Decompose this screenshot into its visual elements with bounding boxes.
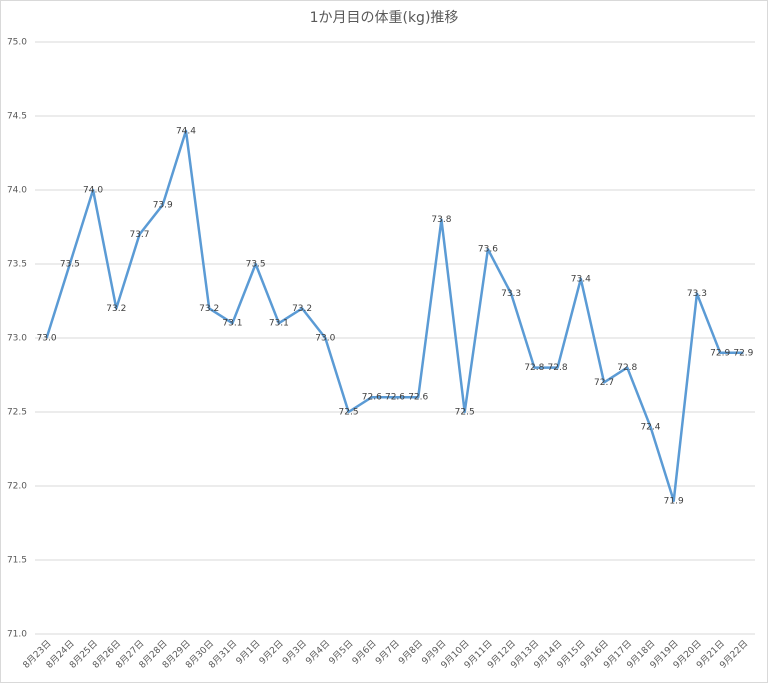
data-label: 73.1 xyxy=(222,319,242,329)
data-label: 74.4 xyxy=(176,126,196,136)
data-label: 73.4 xyxy=(571,274,591,284)
data-label: 72.6 xyxy=(408,393,428,403)
data-label: 73.3 xyxy=(501,289,521,299)
y-tick-label: 73.5 xyxy=(7,260,27,270)
data-label: 73.5 xyxy=(60,260,80,270)
data-label: 73.3 xyxy=(687,289,707,299)
y-tick-label: 75.0 xyxy=(7,38,27,48)
data-label: 71.9 xyxy=(664,496,684,506)
y-tick-label: 73.0 xyxy=(7,334,27,344)
data-label: 72.9 xyxy=(733,348,753,358)
data-label: 72.8 xyxy=(524,363,544,373)
y-tick-label: 71.0 xyxy=(7,630,27,640)
y-tick-label: 72.5 xyxy=(7,408,27,418)
data-label: 73.0 xyxy=(37,334,57,344)
data-label: 73.1 xyxy=(269,319,289,329)
data-label: 73.8 xyxy=(431,215,451,225)
data-label: 72.8 xyxy=(617,363,637,373)
data-label: 73.2 xyxy=(106,304,126,314)
data-label: 72.9 xyxy=(710,348,730,358)
y-tick-label: 72.0 xyxy=(7,482,27,492)
data-label: 73.0 xyxy=(315,334,335,344)
data-label: 73.6 xyxy=(478,245,498,255)
data-label: 72.7 xyxy=(594,378,614,388)
data-label: 73.9 xyxy=(153,200,173,210)
data-label: 72.6 xyxy=(362,393,382,403)
data-label: 72.5 xyxy=(455,408,475,418)
data-label: 73.2 xyxy=(292,304,312,314)
y-tick-label: 74.0 xyxy=(7,186,27,196)
y-tick-label: 71.5 xyxy=(7,556,27,566)
data-label: 72.5 xyxy=(339,408,359,418)
chart-title: 1か月目の体重(kg)推移 xyxy=(310,10,459,26)
data-label: 72.4 xyxy=(640,422,660,432)
y-tick-label: 74.5 xyxy=(7,112,27,122)
data-label: 73.2 xyxy=(199,304,219,314)
data-label: 72.6 xyxy=(385,393,405,403)
data-label: 73.5 xyxy=(246,260,266,270)
data-label: 74.0 xyxy=(83,186,103,196)
data-label: 72.8 xyxy=(548,363,568,373)
line xyxy=(45,129,744,503)
data-label: 73.7 xyxy=(129,230,149,240)
